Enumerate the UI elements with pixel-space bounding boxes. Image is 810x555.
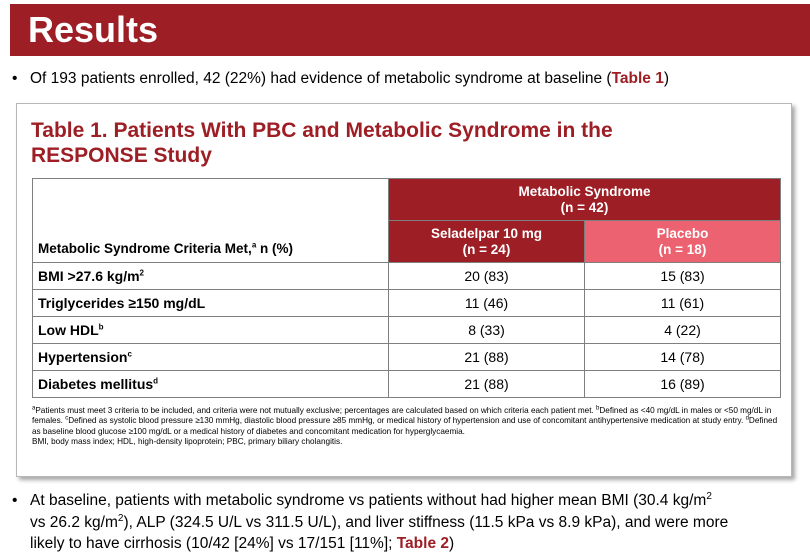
group-header-line2: (n = 42) [560,199,609,215]
bullet2-line3-text: likely to have cirrhosis (10/42 [24%] vs… [30,535,397,552]
row-label-sup: 2 [139,268,144,278]
col-header-placebo-line2: (n = 18) [658,241,707,257]
cell-placebo: 15 (83) [584,262,781,290]
cell-seladelpar: 8 (33) [388,316,585,344]
row-label-text: Diabetes mellitus [38,376,154,392]
table-row: Diabetes mellitusd 21 (88) 16 (89) [32,370,781,398]
table-1-panel: Table 1. Patients With PBC and Metabolic… [16,103,792,477]
footnote-d-marker: d [745,415,749,422]
col-header-seladelpar-line2: (n = 24) [462,241,511,257]
bullet2-line2-sup: 2 [117,512,124,524]
footnote-c-marker: c [65,415,69,422]
bullet-text-end: ) [663,70,670,87]
bullet2-line1-text: At baseline, patients with metabolic syn… [30,492,707,509]
criteria-column-header: Metabolic Syndrome Criteria Met,a n (%) [32,178,389,263]
cell-seladelpar: 21 (88) [388,370,585,398]
row-label-text: Low HDL [38,322,99,338]
row-label: Hypertensionc [32,343,389,371]
col-header-placebo-line1: Placebo [656,225,709,241]
bullet2-line2-rest: ), ALP (324.5 U/L vs 311.5 U/L), and liv… [123,513,729,531]
bullet2-line1-sup: 2 [706,490,712,502]
footnote-a-marker: a [32,405,36,412]
footnote-c-text: Defined as systolic blood pressure ≥130 … [68,416,746,426]
criteria-header-unit: n (%) [256,241,294,256]
table-row: Low HDLb 8 (33) 4 (22) [32,316,781,344]
bullet2-line3: likely to have cirrhosis (10/42 [24%] vs… [30,533,802,555]
row-label-text: Triglycerides ≥150 mg/dL [38,295,206,311]
row-label-sup: d [153,376,159,386]
col-header-placebo: Placebo (n = 18) [584,220,781,263]
cell-placebo: 4 (22) [584,316,781,344]
footnote-abbreviations: BMI, body mass index; HDL, high-density … [32,436,343,446]
bullet-enrollment: • Of 193 patients enrolled, 42 (22%) had… [12,68,802,89]
table-row: Hypertensionc 21 (88) 14 (78) [32,343,781,371]
bullet2-line3-end: ) [449,535,455,552]
footnote-b-marker: b [596,405,600,412]
bullet2-line2-text: vs 26.2 kg/m [30,513,118,531]
cell-seladelpar: 21 (88) [388,343,585,371]
cell-seladelpar: 20 (83) [388,262,585,290]
col-header-seladelpar: Seladelpar 10 mg (n = 24) [388,220,585,263]
table-title: Table 1. Patients With PBC and Metabolic… [31,119,613,167]
bullet-baseline: • At baseline, patients with metabolic s… [12,490,802,555]
criteria-header-sup: a [251,240,257,250]
section-header-bar: Results [10,4,810,56]
table-2-reference: Table 2 [396,535,449,552]
group-header-metabolic-syndrome: Metabolic Syndrome (n = 42) [388,178,781,221]
table-footnotes: aPatients must meet 3 criteria to be inc… [32,405,782,447]
bullet2-line1: At baseline, patients with metabolic syn… [30,490,802,512]
row-label: Triglycerides ≥150 mg/dL [32,289,389,317]
cell-placebo: 16 (89) [584,370,781,398]
criteria-header-text: Metabolic Syndrome Criteria Met, [38,241,252,256]
row-label-text: BMI >27.6 kg/m [38,268,140,284]
table-row: Triglycerides ≥150 mg/dL 11 (46) 11 (61) [32,289,781,317]
bullet2-line2: vs 26.2 kg/m2), ALP (324.5 U/L vs 311.5 … [30,512,802,534]
table-1-reference: Table 1 [611,70,664,87]
bullet-dot-icon: • [12,70,18,87]
cell-placebo: 11 (61) [584,289,781,317]
bullet-dot-icon: • [12,492,18,509]
footnote-definitions: aPatients must meet 3 criteria to be inc… [32,405,782,437]
col-header-seladelpar-line1: Seladelpar 10 mg [430,225,543,241]
group-header-line1: Metabolic Syndrome [518,183,651,199]
cell-placebo: 14 (78) [584,343,781,371]
row-label-sup: b [98,322,104,332]
page-title: Results [28,9,159,50]
footnote-b-text: Defined as <40 mg/dL in males or <50 mg/… [32,406,772,426]
cell-seladelpar: 11 (46) [388,289,585,317]
row-label-text: Hypertension [38,349,128,365]
bullet-text: Of 193 patients enrolled, 42 (22%) had e… [30,70,612,87]
row-label: Low HDLb [32,316,389,344]
row-label: BMI >27.6 kg/m2 [32,262,389,290]
row-label: Diabetes mellitusd [32,370,389,398]
footnote-a-text: Patients must meet 3 criteria to be incl… [35,406,597,415]
metabolic-syndrome-table: Metabolic Syndrome Criteria Met,a n (%) … [32,178,781,398]
table-row: BMI >27.6 kg/m2 20 (83) 15 (83) [32,262,781,290]
row-label-sup: c [127,349,132,359]
footnote-d-text: Defined as baseline blood glucose ≥100 m… [32,416,778,436]
